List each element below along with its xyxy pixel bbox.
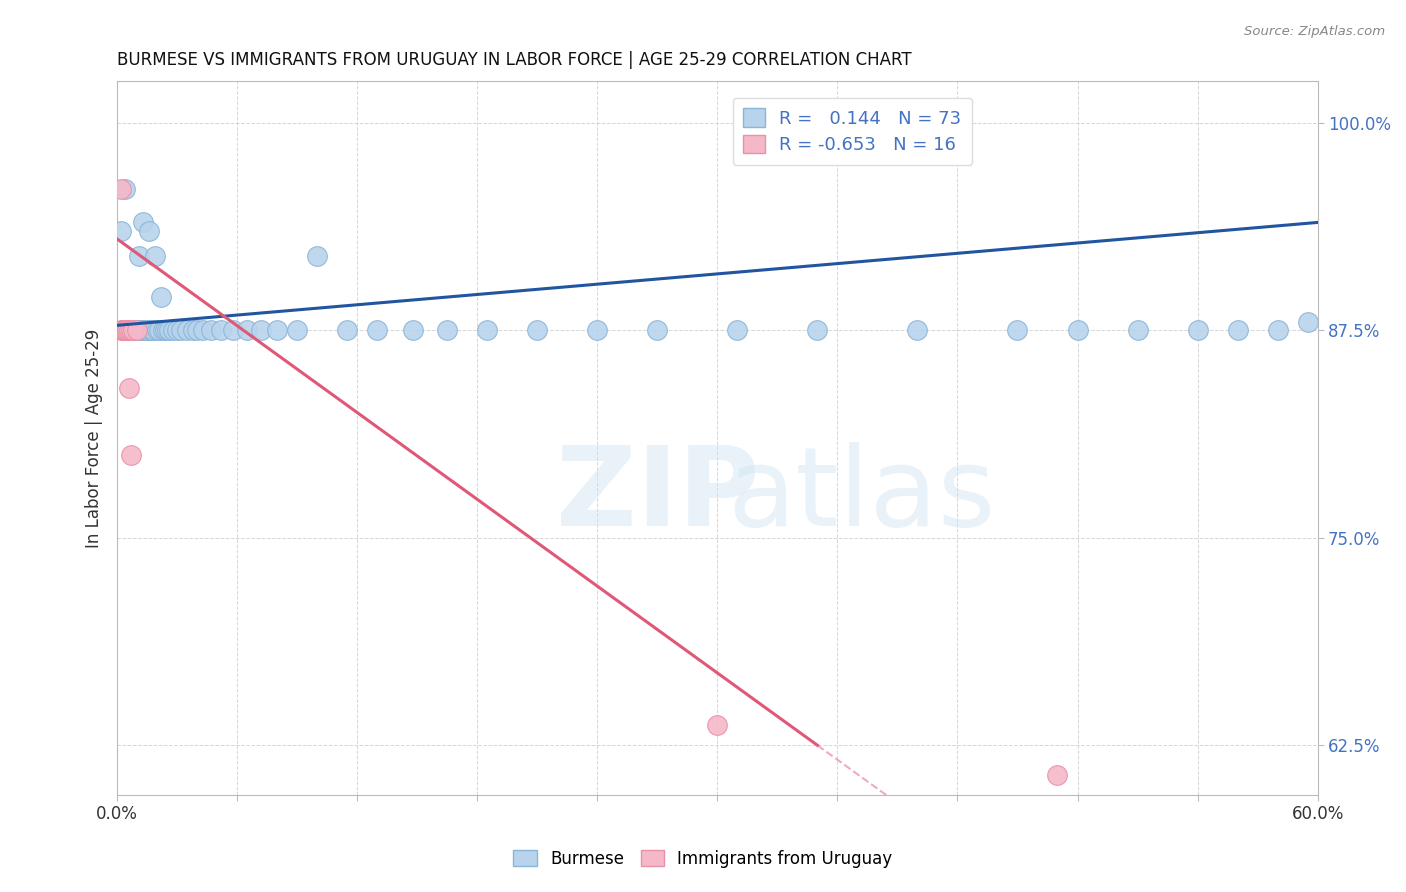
Point [1066,323,1088,337]
Legend: Burmese, Immigrants from Uruguay: Burmese, Immigrants from Uruguay [506,844,900,875]
Point [586,323,609,337]
Text: Source: ZipAtlas.com: Source: ZipAtlas.com [1244,25,1385,38]
Point [193,323,215,337]
Point [176,323,198,337]
Point [200,323,222,337]
Point [647,323,669,337]
Point [236,323,259,337]
Point [141,323,163,337]
Point [402,323,425,337]
Point [136,323,159,337]
Point [128,323,150,337]
Text: atlas: atlas [727,442,995,549]
Point [122,323,145,337]
Point [143,249,166,263]
Point [138,224,160,238]
Point [118,323,141,337]
Point [1267,323,1289,337]
Point [120,448,142,462]
Point [122,323,145,337]
Point [128,249,150,263]
Point [114,323,136,337]
Point [725,323,748,337]
Point [222,323,245,337]
Point [120,323,142,337]
Point [110,224,132,238]
Point [152,323,174,337]
Point [148,323,170,337]
Point [307,249,329,263]
Text: BURMESE VS IMMIGRANTS FROM URUGUAY IN LABOR FORCE | AGE 25-29 CORRELATION CHART: BURMESE VS IMMIGRANTS FROM URUGUAY IN LA… [117,51,912,69]
Point [181,323,204,337]
Point [132,215,155,229]
Point [146,323,169,337]
Point [127,323,149,337]
Point [115,323,138,337]
Point [250,323,273,337]
Legend: R =   0.144   N = 73, R = -0.653   N = 16: R = 0.144 N = 73, R = -0.653 N = 16 [733,97,973,165]
Point [112,323,135,337]
Point [153,323,176,337]
Point [114,323,136,337]
Point [166,323,188,337]
Point [110,323,132,337]
Point [150,290,173,304]
Point [186,323,208,337]
Point [129,323,152,337]
Point [120,323,142,337]
Point [157,323,180,337]
Point [112,323,135,337]
Point [127,323,149,337]
Point [114,323,136,337]
Point [436,323,458,337]
Point [122,323,145,337]
Point [112,323,135,337]
Point [907,323,929,337]
Point [112,323,135,337]
Point [1007,323,1029,337]
Point [118,323,141,337]
Point [1296,315,1319,329]
Point [118,381,141,395]
Point [115,323,138,337]
Point [134,323,156,337]
Point [120,323,142,337]
Point [1126,323,1149,337]
Point [526,323,548,337]
Point [1226,323,1249,337]
Point [124,323,146,337]
Point [1187,323,1209,337]
Point [122,323,145,337]
Point [127,323,149,337]
Point [162,323,184,337]
Point [170,323,193,337]
Point [156,323,179,337]
Point [136,323,159,337]
Point [129,323,152,337]
Point [115,323,138,337]
Point [110,182,132,196]
Text: ZIP: ZIP [555,442,759,549]
Point [115,323,138,337]
Point [118,323,141,337]
Point [127,323,149,337]
Point [285,323,308,337]
Point [115,323,138,337]
Point [118,323,141,337]
Point [142,323,165,337]
Point [706,718,728,732]
Point [124,323,146,337]
Point [806,323,828,337]
Y-axis label: In Labor Force | Age 25-29: In Labor Force | Age 25-29 [86,328,103,548]
Point [209,323,232,337]
Point [366,323,388,337]
Point [477,323,499,337]
Point [336,323,359,337]
Point [114,182,136,196]
Point [266,323,288,337]
Point [1046,768,1069,782]
